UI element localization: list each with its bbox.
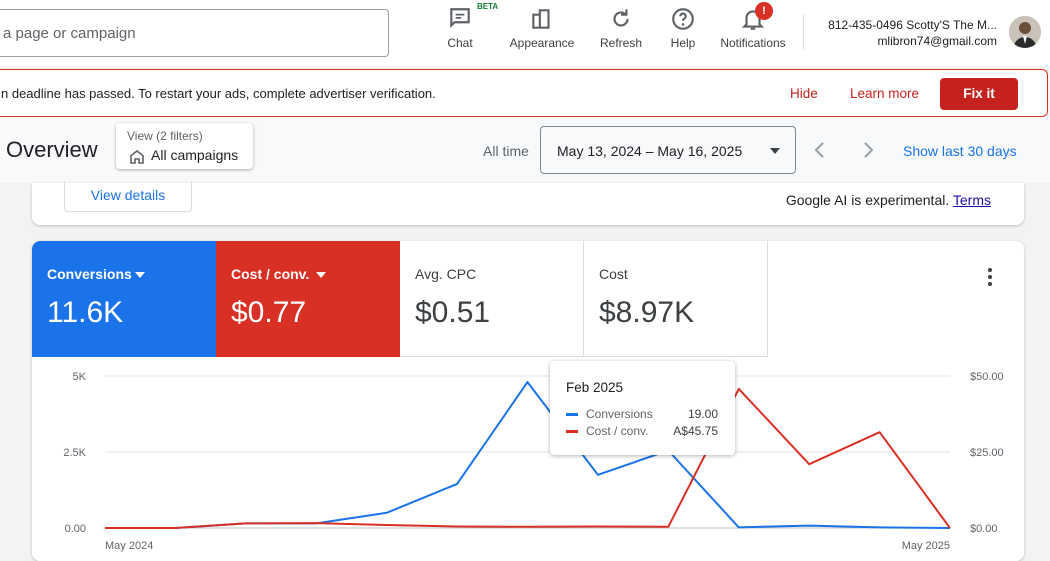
page-title: Overview: [6, 137, 98, 162]
metric-value: $8.97K: [599, 296, 695, 329]
show-last-30-days-link[interactable]: Show last 30 days: [903, 143, 1017, 159]
appearance-button[interactable]: Appearance: [506, 6, 578, 50]
series-line-conversions: [105, 381, 951, 529]
view-details-button[interactable]: View details: [64, 181, 192, 212]
tooltip-row: Conversions 19.00: [566, 407, 718, 421]
next-period-icon[interactable]: [860, 141, 876, 159]
x-axis-tick: May 2025: [902, 540, 950, 552]
notifications-button[interactable]: Notifications: [714, 6, 792, 50]
filter-label: View (2 filters): [127, 129, 203, 143]
right-axis-tick: $50.00: [970, 371, 1004, 383]
refresh-icon: [613, 9, 629, 27]
left-axis-tick: 2.5K: [63, 447, 86, 459]
help-icon: [672, 8, 694, 30]
tooltip-title: Feb 2025: [566, 380, 624, 395]
tooltip-series-name: Conversions: [586, 407, 653, 421]
more-options-icon[interactable]: [984, 265, 996, 289]
performance-chart: 0.00 $0.00 2.5K $25.00 5K $50.00 May 2024 May 2…: [63, 371, 1003, 552]
metric-name: Conversions: [47, 266, 132, 282]
building-icon: [130, 149, 144, 164]
appearance-icon: [532, 9, 550, 29]
metric-value: $0.51: [415, 296, 491, 329]
tooltip-series-value: 19.00: [687, 407, 718, 421]
chart-lines: [105, 381, 951, 529]
terms-link[interactable]: Terms: [952, 192, 991, 208]
chart-ticks: 0.00 $0.00 2.5K $25.00 5K $50.00 May 2024 May 2…: [63, 371, 1003, 552]
help-label: Help: [670, 36, 696, 50]
ai-disclaimer-text: Google AI is experimental.: [785, 192, 950, 208]
avatar-image: [1009, 16, 1041, 48]
performance-card: Conversions 11.6K Cost / conv. $0.77 Avg…: [32, 241, 1024, 561]
date-range-value: May 13, 2024 – May 16, 2025: [557, 143, 743, 159]
ai-summary-card: View details Google AI is experimental. …: [32, 181, 1024, 225]
prev-period-icon[interactable]: [812, 141, 828, 159]
metric-tile-cost-per-conv[interactable]: Cost / conv. $0.77: [216, 241, 400, 357]
tooltip-series-name: Cost / conv.: [586, 424, 649, 438]
left-axis-tick: 5K: [73, 371, 87, 383]
series-line-cost-per-conv: [105, 387, 951, 529]
series-swatch: [566, 430, 578, 434]
top-bar: a page or campaign Chat BETA Appearance …: [0, 0, 1050, 66]
verification-banner: n deadline has passed. To restart your a…: [0, 69, 1048, 117]
metric-tile-cost[interactable]: Cost $8.97K: [584, 241, 768, 357]
range-label: All time: [483, 143, 529, 159]
ai-disclaimer: Google AI is experimental. Terms: [786, 192, 991, 208]
overview-header: Overview View (2 filters) All campaigns …: [0, 117, 1050, 183]
appearance-label: Appearance: [509, 36, 575, 50]
avatar[interactable]: [1009, 16, 1041, 48]
chat-label: Chat: [447, 36, 473, 50]
hide-link[interactable]: Hide: [790, 86, 818, 101]
chat-icon: [450, 8, 470, 29]
account-id: 812-435-0496 Scotty'S The M...: [828, 18, 997, 32]
metric-name: Avg. CPC: [415, 266, 477, 282]
right-axis-tick: $25.00: [970, 447, 1004, 459]
notification-alert-badge: !: [755, 2, 773, 20]
search-input[interactable]: a page or campaign: [0, 9, 389, 57]
x-axis-tick: May 2024: [105, 540, 153, 552]
refresh-button[interactable]: Refresh: [596, 6, 646, 50]
fix-it-button[interactable]: Fix it: [940, 78, 1018, 110]
metric-value: $0.77: [231, 296, 307, 329]
metric-dropdown-icon: [135, 272, 145, 278]
chart-tooltip: Feb 2025 Conversions 19.00 Cost / conv. …: [550, 361, 735, 455]
tooltip-row: Cost / conv. A$45.75: [566, 424, 718, 438]
metric-tile-conversions[interactable]: Conversions 11.6K: [32, 241, 216, 357]
notifications-label: Notifications: [720, 36, 786, 50]
divider: [803, 14, 804, 50]
beta-badge: BETA: [477, 2, 499, 11]
series-swatch: [566, 413, 578, 417]
chat-button[interactable]: Chat: [440, 6, 480, 50]
dropdown-arrow-icon: [770, 148, 780, 154]
filter-value: All campaigns: [151, 147, 239, 163]
metric-name: Cost / conv.: [231, 266, 310, 282]
right-axis-tick: $0.00: [970, 523, 998, 535]
metric-name: Cost: [599, 266, 628, 282]
banner-message: n deadline has passed. To restart your a…: [1, 86, 436, 101]
account-email: mlibron74@gmail.com: [877, 34, 997, 48]
metric-dropdown-icon: [316, 272, 326, 278]
search-placeholder: a page or campaign: [3, 25, 136, 42]
account-info[interactable]: 812-435-0496 Scotty'S The M... mlibron74…: [828, 17, 997, 49]
metric-tile-avg-cpc[interactable]: Avg. CPC $0.51: [400, 241, 584, 357]
metric-value: 11.6K: [47, 296, 124, 329]
refresh-label: Refresh: [599, 36, 643, 50]
learn-more-link[interactable]: Learn more: [850, 86, 920, 101]
tooltip-series-value: A$45.75: [673, 424, 718, 438]
date-range-select[interactable]: May 13, 2024 – May 16, 2025: [540, 126, 796, 174]
chart-grid: [105, 375, 950, 529]
left-axis-tick: 0.00: [65, 523, 86, 535]
campaign-filter[interactable]: View (2 filters) All campaigns: [116, 123, 253, 169]
help-button[interactable]: Help: [666, 6, 700, 50]
